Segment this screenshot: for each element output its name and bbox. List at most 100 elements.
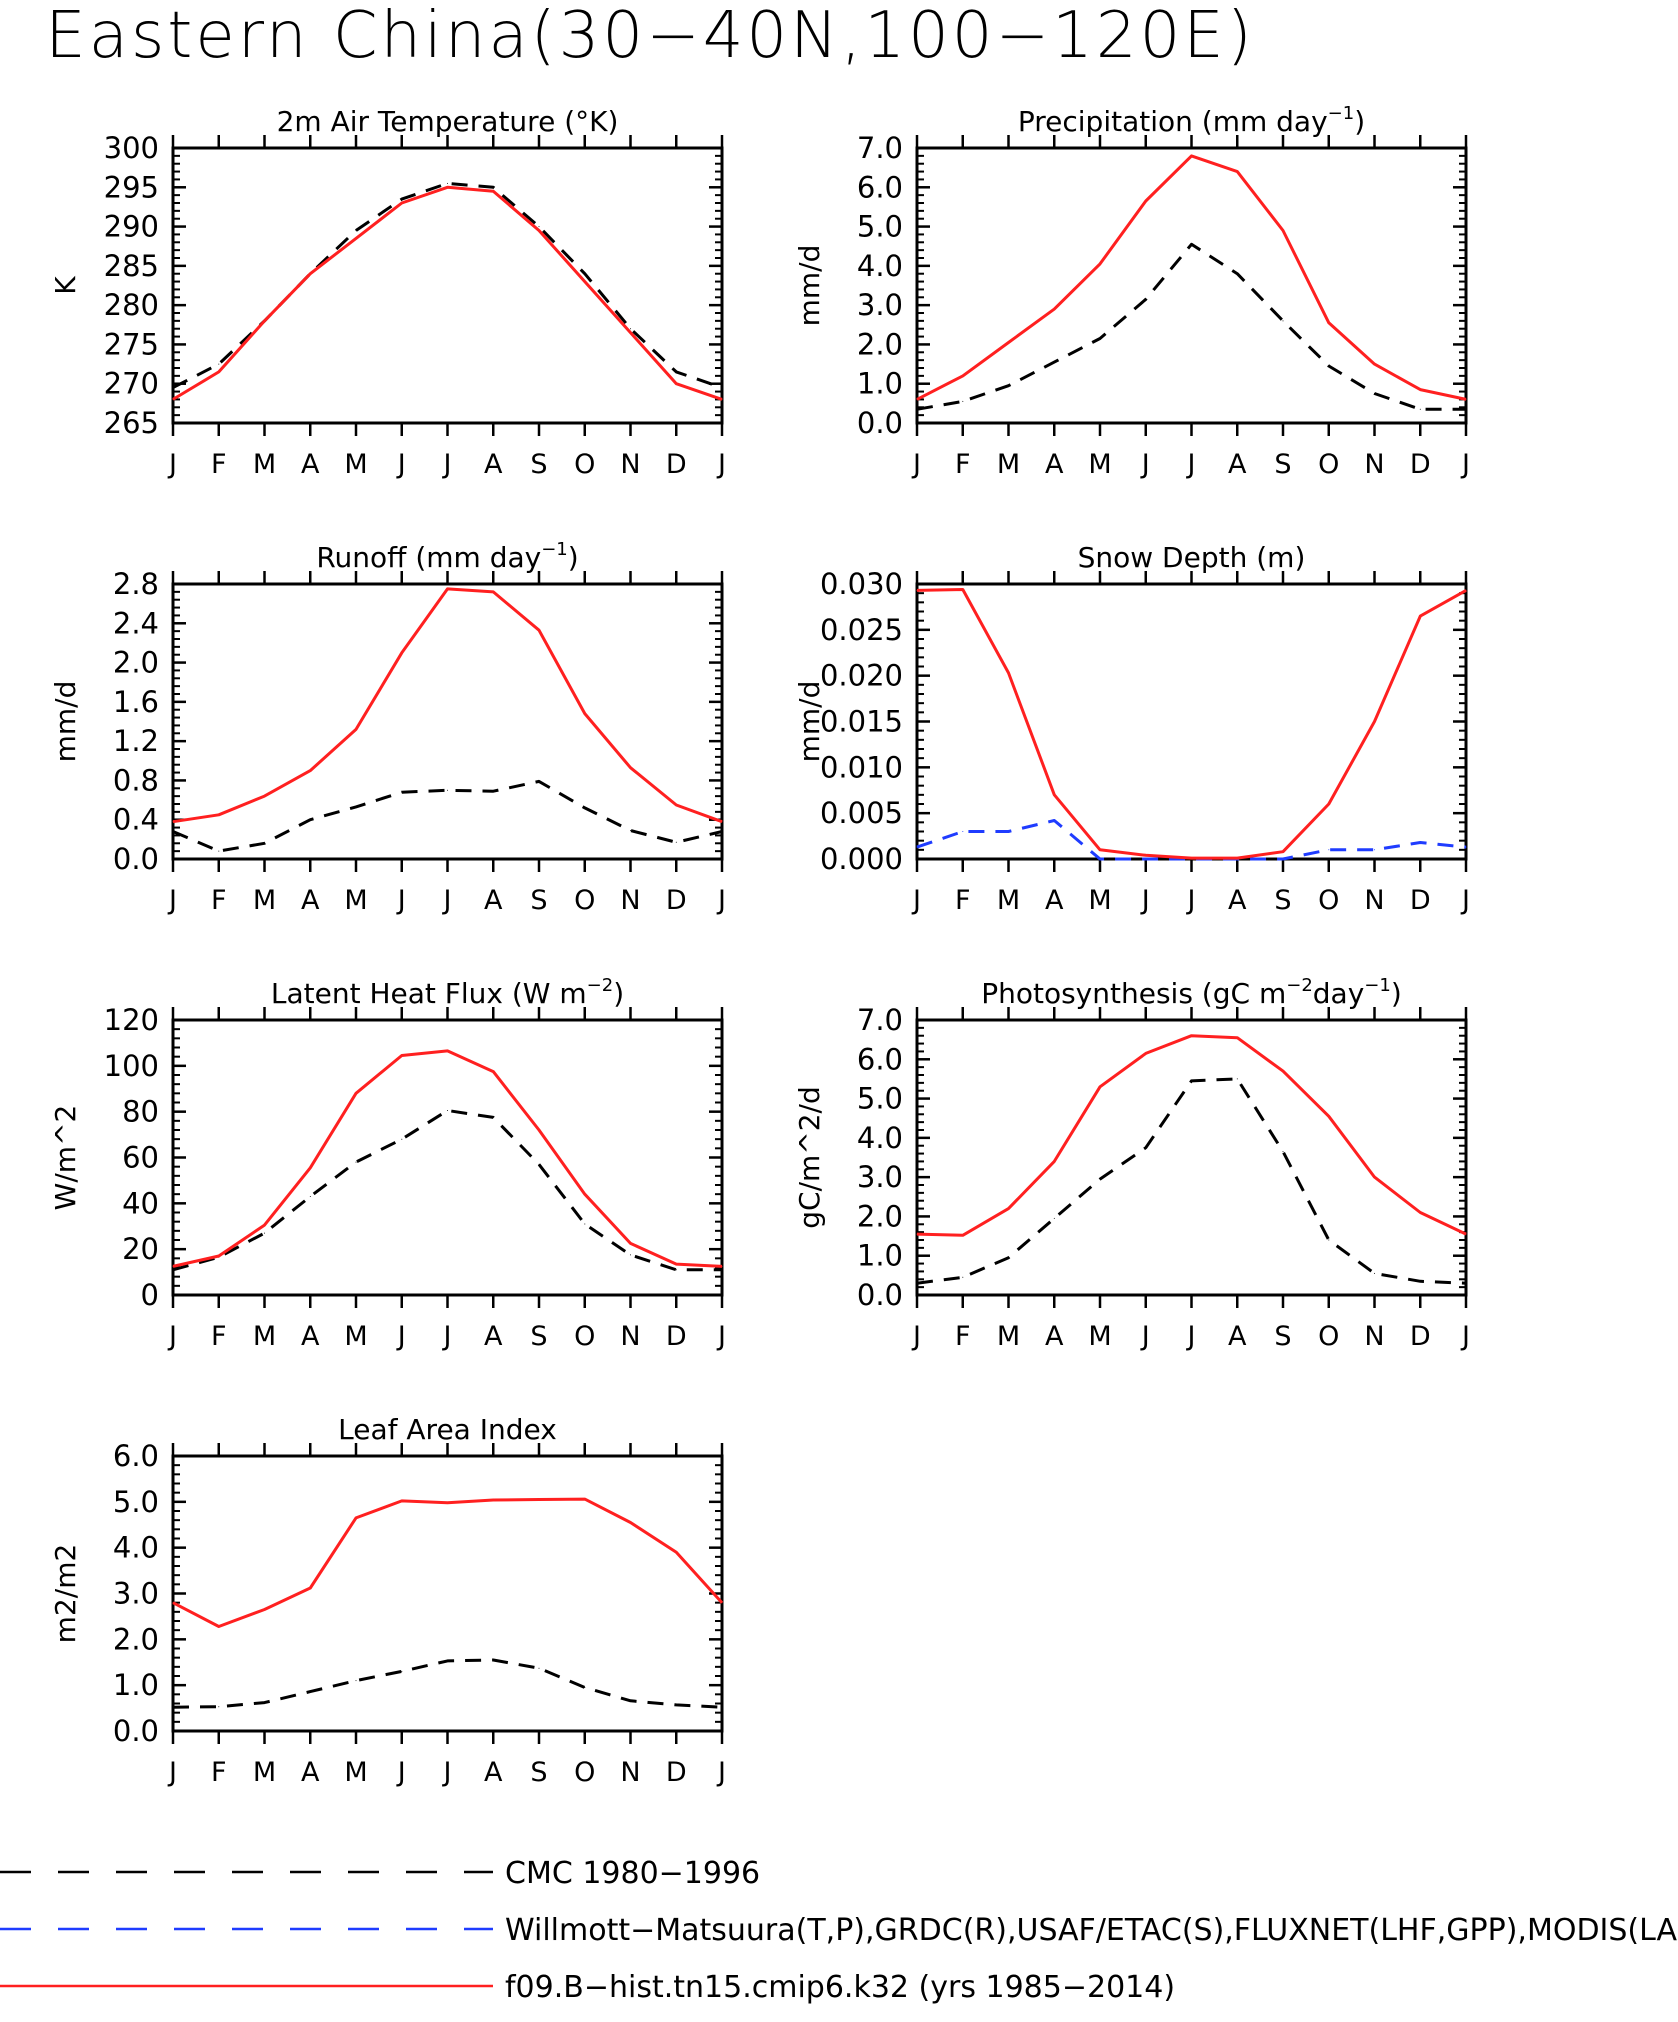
y-axis-label: K bbox=[49, 276, 82, 295]
data-point-obs1 bbox=[1374, 393, 1375, 394]
x-tick-label: F bbox=[955, 449, 971, 480]
data-point-obs1 bbox=[218, 850, 220, 852]
data-point-obs1 bbox=[218, 1706, 220, 1708]
x-tick-label: O bbox=[1318, 449, 1339, 480]
series-line-model bbox=[172, 1497, 724, 1628]
x-tick-label: N bbox=[620, 1757, 640, 1788]
y-tick-label: 4.0 bbox=[857, 1121, 903, 1155]
panel-7: Leaf Area Index m2/m2 0.0 1.0 2.0 3.0 4.0 5.0 6.… bbox=[49, 1413, 726, 1788]
data-point-obs1 bbox=[584, 1687, 586, 1688]
data-point-model bbox=[916, 398, 918, 400]
x-tick-label: D bbox=[666, 1757, 687, 1788]
x-tick-label: J bbox=[1140, 1321, 1150, 1352]
x-tick-label: J bbox=[167, 885, 177, 916]
data-point-obs2 bbox=[1099, 858, 1101, 860]
x-tick-label: A bbox=[1228, 885, 1247, 916]
panel-3: Runoff (mm day−1) mm/d 0.0 0.4 0.8 1.2 1.6 2.0 2… bbox=[49, 539, 726, 916]
data-point-obs1 bbox=[492, 1659, 494, 1661]
y-tick-label: 2.4 bbox=[113, 606, 159, 640]
data-point-obs1 bbox=[1191, 1080, 1192, 1082]
x-tick-label: J bbox=[167, 449, 177, 480]
data-point-model bbox=[309, 1167, 311, 1169]
data-point-obs1 bbox=[1374, 1272, 1375, 1274]
x-tick-label: M bbox=[1088, 1321, 1111, 1352]
x-tick-label: O bbox=[1318, 885, 1339, 916]
x-tick-label: A bbox=[1045, 449, 1064, 480]
x-tick-label: J bbox=[1460, 449, 1470, 480]
x-tick-label: N bbox=[1364, 885, 1384, 916]
panel-6: Photosynthesis (gC m−2day−1) gC/m^2/d 0.0 1… bbox=[793, 975, 1470, 1352]
data-point-obs1 bbox=[1008, 385, 1009, 387]
series-line-model bbox=[916, 1034, 1467, 1237]
y-tick-label: 0.000 bbox=[820, 842, 903, 876]
y-tick-label: 280 bbox=[104, 288, 159, 322]
y-tick-label: 0.0 bbox=[857, 1278, 903, 1312]
data-point-model bbox=[1328, 803, 1330, 805]
data-point-model bbox=[264, 320, 265, 322]
data-point-model bbox=[401, 202, 403, 204]
series-line-obs1 bbox=[172, 181, 723, 390]
x-tick-label: J bbox=[716, 885, 726, 916]
x-tick-label: D bbox=[666, 885, 687, 916]
x-tick-label: J bbox=[442, 449, 452, 480]
data-point-model bbox=[630, 1242, 631, 1244]
data-point-model bbox=[1419, 389, 1421, 391]
data-point-model bbox=[309, 1587, 311, 1589]
x-tick-label: D bbox=[666, 1321, 687, 1352]
x-tick-label: J bbox=[1140, 885, 1150, 916]
data-point-model bbox=[492, 190, 494, 192]
data-point-obs1 bbox=[1053, 361, 1055, 363]
x-tick-label: F bbox=[211, 1757, 227, 1788]
data-point-obs1 bbox=[962, 858, 964, 860]
x-tick-label: F bbox=[211, 1321, 227, 1352]
legend-label-obs1: CMC 1980−1996 bbox=[505, 1856, 760, 1891]
y-tick-label: 0.0 bbox=[113, 842, 159, 876]
x-tick-label: A bbox=[301, 449, 320, 480]
data-point-model bbox=[916, 589, 918, 591]
y-tick-label: 295 bbox=[104, 170, 159, 204]
x-tick-label: M bbox=[1088, 885, 1111, 916]
x-tick-label: J bbox=[442, 1757, 452, 1788]
data-point-model bbox=[1008, 1208, 1009, 1210]
x-tick-label: S bbox=[530, 449, 547, 480]
series-line-obs1 bbox=[916, 242, 1466, 411]
data-point-model bbox=[1053, 1160, 1055, 1162]
figure-title: Eastern China(30−40N,100−120E) bbox=[45, 0, 1255, 73]
y-tick-label: 0.4 bbox=[113, 803, 159, 837]
x-tick-label: N bbox=[620, 1321, 640, 1352]
data-point-model bbox=[218, 1255, 220, 1257]
x-tick-label: S bbox=[530, 1321, 547, 1352]
data-point-obs2 bbox=[1328, 849, 1330, 851]
y-tick-label: 2.0 bbox=[857, 327, 903, 361]
x-tick-label: A bbox=[484, 1757, 503, 1788]
data-point-obs1 bbox=[1374, 858, 1375, 860]
data-point-obs1 bbox=[1419, 1280, 1421, 1282]
data-point-obs1 bbox=[1145, 1147, 1147, 1149]
y-tick-label: 60 bbox=[122, 1141, 159, 1175]
legend-label-obs2: Willmott−Matsuura(T,P),GRDC(R),USAF/ETAC… bbox=[505, 1913, 1678, 1948]
data-point-obs1 bbox=[218, 363, 220, 365]
x-tick-label: J bbox=[1460, 1321, 1470, 1352]
x-tick-label: A bbox=[484, 885, 503, 916]
data-point-model bbox=[584, 281, 586, 283]
data-point-model bbox=[1008, 342, 1009, 343]
data-point-obs1 bbox=[962, 1276, 964, 1278]
y-tick-label: 1.0 bbox=[113, 1668, 159, 1702]
y-tick-label: 300 bbox=[104, 131, 159, 165]
data-point-obs2 bbox=[1008, 831, 1009, 832]
data-point-model bbox=[630, 1522, 631, 1523]
data-point-model bbox=[538, 629, 540, 631]
data-point-obs1 bbox=[1282, 320, 1284, 322]
y-tick-label: 265 bbox=[104, 406, 159, 440]
panel-5: Latent Heat Flux (W m−2) W/m^2 0 20 40 60 80 10… bbox=[49, 975, 726, 1352]
data-point-model bbox=[355, 1517, 357, 1519]
data-point-model bbox=[447, 588, 448, 590]
x-tick-label: J bbox=[1186, 885, 1196, 916]
data-point-model bbox=[309, 273, 311, 275]
data-point-obs2 bbox=[1465, 846, 1467, 848]
data-point-obs1 bbox=[447, 789, 448, 791]
x-tick-label: J bbox=[911, 449, 921, 480]
y-tick-label: 100 bbox=[104, 1049, 159, 1083]
y-tick-label: 0 bbox=[141, 1278, 159, 1312]
data-point-model bbox=[1282, 851, 1284, 853]
